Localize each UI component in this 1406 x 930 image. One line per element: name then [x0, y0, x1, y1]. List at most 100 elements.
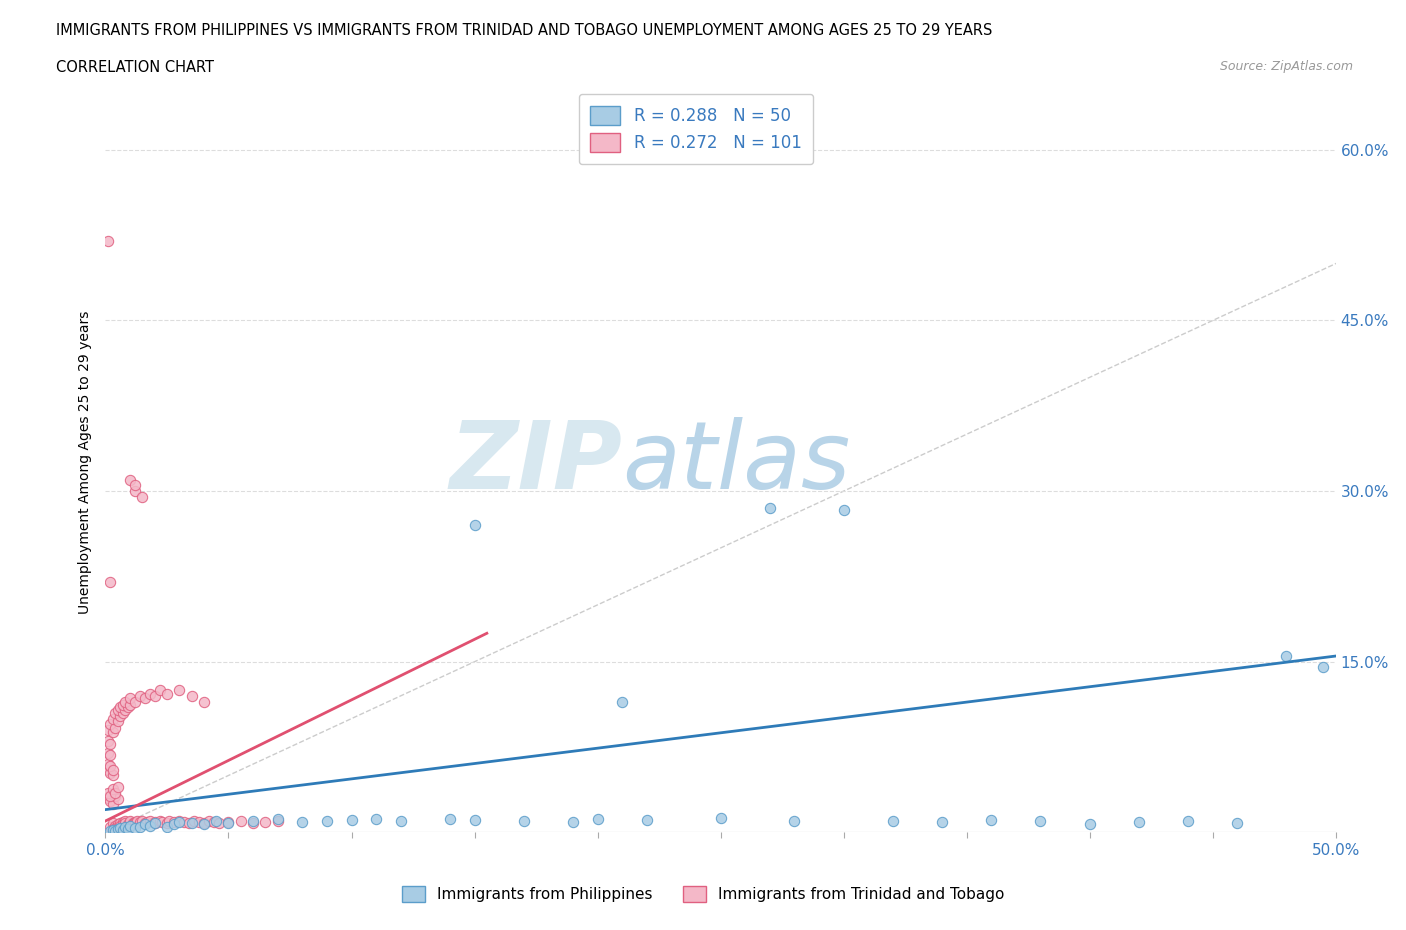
Point	[366, 811, 388, 826]
Point	[1029, 814, 1052, 829]
Point	[242, 816, 264, 830]
Point	[111, 817, 134, 831]
Point	[107, 821, 129, 836]
Text: ZIP: ZIP	[450, 417, 621, 509]
Point	[101, 823, 124, 838]
Point	[104, 820, 127, 835]
Legend: R = 0.288   N = 50, R = 0.272   N = 101: R = 0.288 N = 50, R = 0.272 N = 101	[579, 94, 813, 164]
Text: IMMIGRANTS FROM PHILIPPINES VS IMMIGRANTS FROM TRINIDAD AND TOBAGO UNEMPLOYMENT : IMMIGRANTS FROM PHILIPPINES VS IMMIGRANT…	[56, 23, 993, 38]
Point	[759, 500, 782, 515]
Point	[120, 815, 141, 830]
Y-axis label: Unemployment Among Ages 25 to 29 years: Unemployment Among Ages 25 to 29 years	[79, 311, 93, 615]
Point	[267, 814, 290, 829]
Point	[832, 503, 855, 518]
Point	[1312, 660, 1334, 675]
Point	[610, 694, 633, 709]
Point	[101, 782, 124, 797]
Point	[101, 816, 124, 830]
Point	[980, 813, 1002, 828]
Point	[110, 699, 132, 714]
Point	[586, 811, 609, 826]
Point	[114, 819, 136, 834]
Point	[98, 793, 122, 808]
Point	[149, 814, 172, 829]
Point	[291, 815, 314, 830]
Point	[104, 706, 127, 721]
Point	[124, 820, 146, 835]
Point	[208, 816, 231, 830]
Point	[107, 702, 129, 717]
Point	[107, 817, 129, 831]
Point	[131, 489, 153, 504]
Point	[389, 814, 412, 829]
Point	[114, 816, 136, 830]
Point	[188, 815, 211, 830]
Point	[97, 233, 120, 248]
Point	[134, 816, 156, 830]
Text: Source: ZipAtlas.com: Source: ZipAtlas.com	[1219, 60, 1353, 73]
Point	[117, 817, 139, 831]
Point	[1275, 648, 1298, 663]
Point	[931, 815, 953, 830]
Point	[101, 821, 124, 836]
Point	[150, 815, 173, 830]
Point	[159, 814, 180, 829]
Point	[104, 824, 127, 839]
Text: CORRELATION CHART: CORRELATION CHART	[56, 60, 214, 75]
Point	[193, 694, 215, 709]
Point	[107, 713, 129, 728]
Point	[98, 789, 122, 804]
Point	[636, 813, 658, 828]
Point	[97, 745, 120, 760]
Point	[101, 796, 124, 811]
Point	[169, 683, 191, 698]
Point	[120, 818, 141, 833]
Point	[180, 816, 202, 830]
Point	[101, 711, 124, 726]
Point	[169, 815, 191, 830]
Point	[254, 815, 277, 830]
Point	[121, 816, 143, 830]
Point	[98, 824, 122, 839]
Point	[117, 821, 139, 836]
Point	[111, 815, 134, 830]
Point	[131, 814, 153, 829]
Point	[242, 814, 264, 829]
Point	[710, 810, 733, 825]
Point	[124, 478, 146, 493]
Point	[98, 717, 122, 732]
Point	[464, 813, 486, 828]
Point	[218, 816, 240, 830]
Point	[1177, 814, 1199, 829]
Point	[124, 815, 146, 830]
Point	[104, 818, 127, 833]
Text: atlas: atlas	[621, 418, 851, 508]
Point	[562, 815, 585, 830]
Point	[129, 815, 152, 830]
Point	[136, 815, 159, 830]
Point	[138, 818, 162, 833]
Point	[464, 518, 486, 533]
Point	[143, 688, 166, 703]
Point	[173, 815, 195, 830]
Point	[110, 820, 132, 835]
Point	[1226, 816, 1249, 830]
Point	[205, 814, 228, 829]
Point	[97, 757, 120, 772]
Point	[121, 817, 143, 831]
Point	[98, 748, 122, 763]
Point	[149, 683, 172, 698]
Point	[120, 698, 141, 712]
Point	[110, 816, 132, 830]
Point	[124, 694, 146, 709]
Point	[101, 768, 124, 783]
Point	[124, 816, 146, 830]
Point	[163, 815, 186, 830]
Point	[439, 811, 461, 826]
Point	[117, 818, 139, 833]
Point	[197, 814, 221, 829]
Point	[169, 814, 191, 829]
Point	[107, 819, 129, 834]
Point	[107, 792, 129, 807]
Point	[111, 706, 134, 721]
